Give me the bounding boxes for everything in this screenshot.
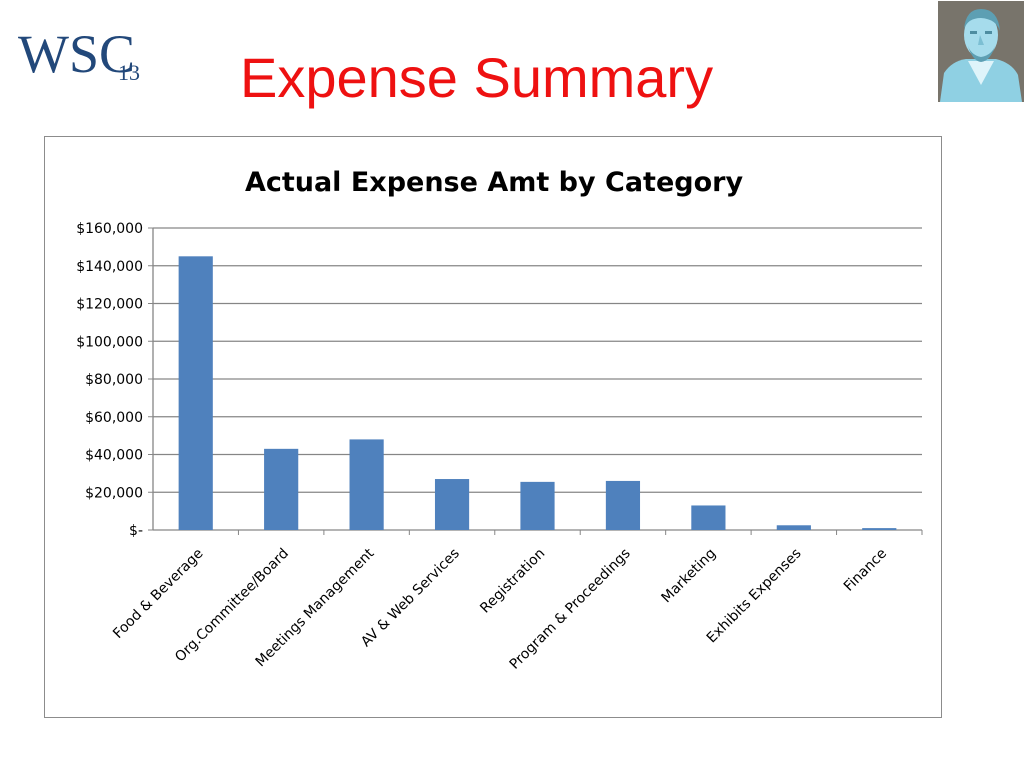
y-tick-label: $40,000 xyxy=(85,448,143,464)
x-tick-label: Marketing xyxy=(659,546,720,607)
logo-year: 13 xyxy=(118,60,140,85)
x-tick-label: Exhibits Expenses xyxy=(704,546,805,647)
bar xyxy=(520,481,555,530)
bar xyxy=(178,256,213,530)
x-tick-label: Registration xyxy=(477,546,548,617)
wsc-logo-mark: WSC 13 xyxy=(18,24,140,85)
bar xyxy=(434,479,470,530)
y-tick-label: $120,000 xyxy=(76,297,143,313)
bar xyxy=(691,505,726,530)
bar xyxy=(776,525,811,530)
y-tick-label: $80,000 xyxy=(85,372,143,388)
wsc13-logo: WSC 13 xyxy=(14,8,150,98)
y-tick-label: $100,000 xyxy=(76,334,143,350)
y-tick-label: $160,000 xyxy=(76,221,143,237)
bar xyxy=(349,439,384,530)
bar xyxy=(264,448,299,530)
y-tick-label: $60,000 xyxy=(85,410,143,426)
y-tick-label: $140,000 xyxy=(76,259,143,275)
y-tick-label: $- xyxy=(129,523,143,539)
x-tick-label: Food & Beverage xyxy=(110,546,206,642)
logo-text: WSC xyxy=(18,24,135,84)
bar xyxy=(605,480,641,530)
chart-area: Actual Expense Amt by Category $- $20,000… xyxy=(44,136,942,718)
bar xyxy=(862,528,897,530)
chart-title: Actual Expense Amt by Category xyxy=(245,167,744,198)
page-title: Expense Summary xyxy=(240,46,714,109)
lincoln-portrait-image xyxy=(938,1,1024,102)
x-tick-label: Finance xyxy=(841,546,890,595)
bar-chart: Actual Expense Amt by Category $- $20,000… xyxy=(76,167,923,673)
x-tick-label: AV & Web Services xyxy=(358,546,463,651)
portrait-icon xyxy=(938,1,1024,102)
y-tick-label: $20,000 xyxy=(85,485,143,501)
